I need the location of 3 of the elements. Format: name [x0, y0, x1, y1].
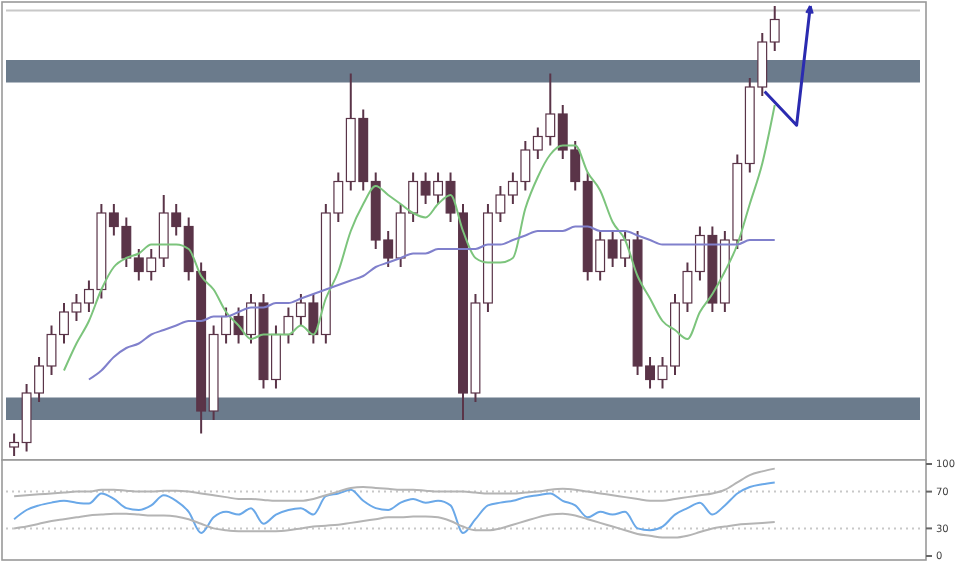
line-series: [13, 512, 776, 539]
line-series: [13, 481, 776, 534]
line-series: [13, 467, 776, 502]
